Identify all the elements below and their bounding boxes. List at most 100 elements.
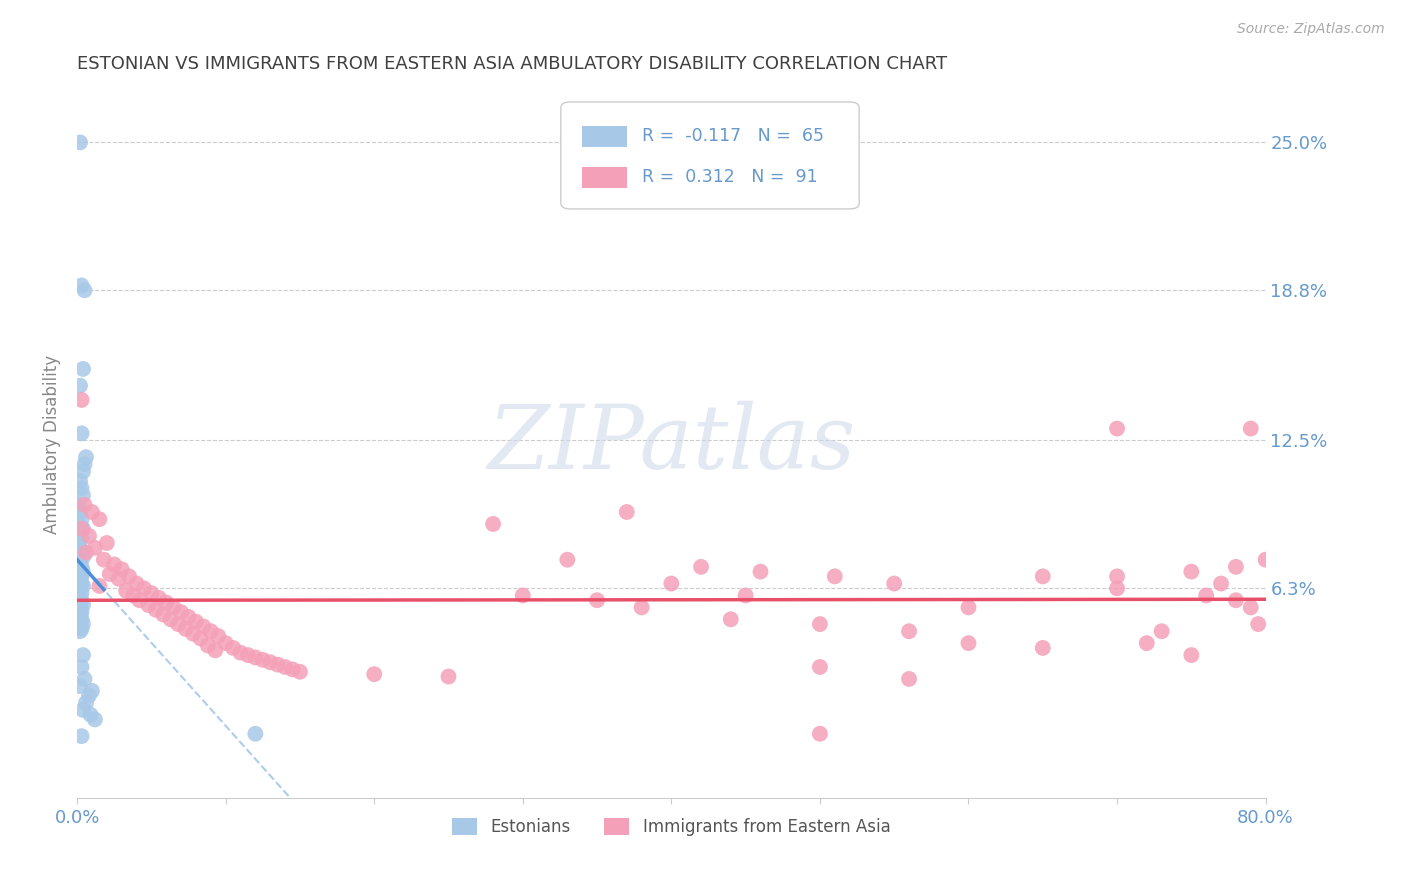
Point: [75, 696, 97, 710]
Point: [1240, 600, 1263, 615]
Point: [128, 593, 150, 607]
Point: [75, 545, 97, 559]
Point: [96, 536, 118, 550]
Point: [1225, 559, 1247, 574]
Point: [67, 582, 90, 596]
Point: [159, 612, 181, 626]
Point: [69, 555, 91, 569]
Point: [77, 529, 100, 543]
Point: [67, 589, 90, 603]
Point: [69, 600, 91, 615]
Point: [73, 458, 96, 472]
Point: [72, 598, 94, 612]
Point: [808, 617, 831, 632]
Point: [245, 650, 267, 665]
Point: [1032, 640, 1054, 655]
Point: [73, 672, 96, 686]
Point: [72, 617, 94, 632]
Point: [72, 362, 94, 376]
Point: [274, 660, 297, 674]
Point: [69, 591, 91, 605]
Point: [77, 689, 100, 703]
Point: [252, 653, 274, 667]
Point: [70, 576, 93, 591]
Point: [70, 660, 93, 674]
Point: [69, 505, 91, 519]
Point: [69, 526, 91, 541]
Point: [1180, 648, 1202, 662]
Point: [72, 550, 94, 565]
Point: [69, 679, 91, 693]
Point: [69, 607, 91, 622]
Point: [125, 576, 148, 591]
Point: [1240, 421, 1263, 435]
Point: [170, 605, 193, 619]
Point: [1247, 617, 1270, 632]
Point: [69, 624, 91, 639]
Point: [80, 683, 103, 698]
Point: [72, 522, 94, 536]
Point: [734, 589, 756, 603]
Point: [70, 605, 93, 619]
Point: [141, 586, 163, 600]
Point: [1105, 582, 1128, 596]
Point: [69, 378, 91, 392]
Point: [70, 392, 93, 407]
Point: [72, 703, 94, 717]
Point: [69, 474, 91, 488]
Point: [824, 569, 846, 583]
Point: [69, 541, 91, 555]
Text: Source: ZipAtlas.com: Source: ZipAtlas.com: [1237, 22, 1385, 37]
Point: [184, 615, 207, 629]
Point: [1209, 576, 1232, 591]
Point: [659, 576, 682, 591]
Point: [1136, 636, 1159, 650]
Point: [70, 278, 93, 293]
Point: [512, 589, 534, 603]
Point: [236, 648, 259, 662]
Point: [883, 576, 905, 591]
Point: [70, 559, 93, 574]
Point: [616, 505, 638, 519]
Point: [67, 516, 90, 531]
Point: [155, 596, 177, 610]
Point: [190, 632, 212, 646]
Bar: [582, 167, 627, 188]
Point: [70, 586, 93, 600]
Point: [70, 569, 93, 583]
Point: [67, 498, 90, 512]
Point: [898, 624, 921, 639]
Point: [75, 450, 97, 465]
Point: [70, 729, 93, 743]
Point: [72, 465, 94, 479]
Point: [200, 624, 222, 639]
Point: [266, 657, 288, 672]
Point: [1150, 624, 1173, 639]
Point: [177, 610, 200, 624]
Point: [207, 629, 229, 643]
Point: [720, 612, 742, 626]
Point: [84, 713, 107, 727]
Point: [222, 640, 245, 655]
Point: [84, 541, 107, 555]
Point: [70, 612, 93, 626]
Point: [73, 498, 96, 512]
Point: [630, 600, 652, 615]
Point: [259, 655, 281, 669]
Point: [229, 646, 252, 660]
Point: [67, 536, 90, 550]
Point: [193, 619, 215, 633]
Point: [69, 562, 91, 576]
Point: [214, 636, 236, 650]
Point: [70, 522, 93, 536]
Point: [67, 572, 90, 586]
Point: [89, 579, 111, 593]
Y-axis label: Ambulatory Disability: Ambulatory Disability: [44, 354, 60, 533]
Point: [67, 558, 90, 572]
Point: [288, 665, 311, 679]
Point: [148, 591, 170, 605]
Point: [145, 603, 167, 617]
Point: [118, 569, 141, 583]
Point: [72, 579, 94, 593]
Point: [181, 626, 204, 640]
